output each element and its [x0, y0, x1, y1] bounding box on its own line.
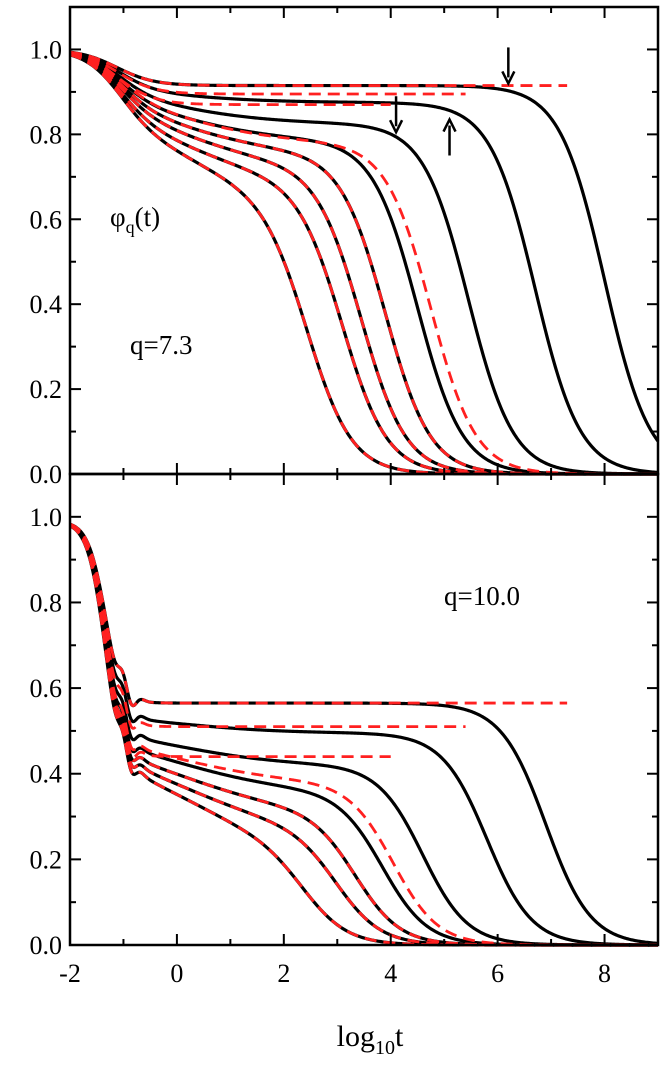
x-axis-title-base: log	[337, 1020, 375, 1053]
top-y-tick-label-1: 0.2	[30, 375, 63, 404]
top-dashed-curve-11	[69, 51, 658, 476]
bottom-y-tick-label-1: 0.2	[30, 845, 63, 874]
bottom-panel-ticks	[69, 474, 658, 946]
bottom-dashed-curve-11	[69, 524, 658, 947]
top-dashed-curve-8	[69, 50, 568, 87]
x-axis-title: log10t	[337, 1020, 404, 1059]
arrow-down-1	[388, 96, 404, 136]
top-panel: 0.0 0.2 0.4 0.6 0.8 1.0 φq(t) q=7.3	[30, 5, 660, 489]
bottom-y-tick-label-2: 0.4	[30, 760, 63, 789]
top-panel-tick-labels: 0.0 0.2 0.4 0.6 0.8 1.0	[30, 35, 63, 489]
bottom-y-tick-label-4: 0.8	[30, 588, 63, 617]
bottom-panel-tick-labels: 0.0 0.2 0.4 0.6 0.8 1.0 -2 0 2 4 6 8	[30, 503, 612, 988]
q-label-bottom: q=10.0	[444, 581, 520, 611]
bottom-dashed-curve-9	[69, 523, 391, 759]
bottom-x-tick-label-3: 4	[384, 959, 397, 988]
top-y-tick-label-3: 0.6	[30, 205, 63, 234]
bottom-y-tick-label-3: 0.6	[30, 674, 63, 703]
top-y-tick-label-5: 1.0	[30, 35, 63, 64]
top-solid-curve-2	[69, 51, 659, 476]
top-panel-arrows	[388, 47, 516, 156]
bottom-solid-curve-1	[69, 523, 659, 947]
x-axis-title-subscript: 10	[375, 1037, 395, 1059]
phi-subscript: q	[126, 217, 135, 237]
top-y-tick-label-4: 0.8	[30, 120, 63, 149]
top-y-tick-label-2: 0.4	[30, 290, 63, 319]
bottom-x-tick-label-1: 0	[170, 959, 183, 988]
q-label-top: q=7.3	[130, 330, 192, 360]
phi-label: φq(t)	[110, 202, 160, 237]
top-panel-curves	[69, 50, 660, 476]
bottom-y-tick-label-0: 0.0	[30, 931, 63, 960]
bottom-x-tick-label-0: -2	[59, 959, 81, 988]
arrow-down-0	[501, 47, 516, 87]
top-y-tick-label-0: 0.0	[30, 460, 63, 489]
bottom-panel: 0.0 0.2 0.4 0.6 0.8 1.0 -2 0 2 4 6 8 q=10.0	[30, 472, 660, 988]
bottom-x-tick-label-5: 8	[598, 959, 611, 988]
bottom-x-tick-label-4: 6	[491, 959, 504, 988]
bottom-y-tick-label-5: 1.0	[30, 503, 63, 532]
bottom-dashed-curve-7	[69, 522, 568, 708]
bottom-panel-curves	[69, 522, 659, 947]
phi-symbol: φ	[110, 202, 126, 232]
bottom-x-tick-label-2: 2	[277, 959, 290, 988]
bottom-panel-frame	[68, 472, 660, 947]
x-axis-title-suffix: t	[395, 1020, 404, 1053]
arrow-up-2	[442, 116, 457, 156]
phi-suffix: (t)	[135, 202, 160, 232]
